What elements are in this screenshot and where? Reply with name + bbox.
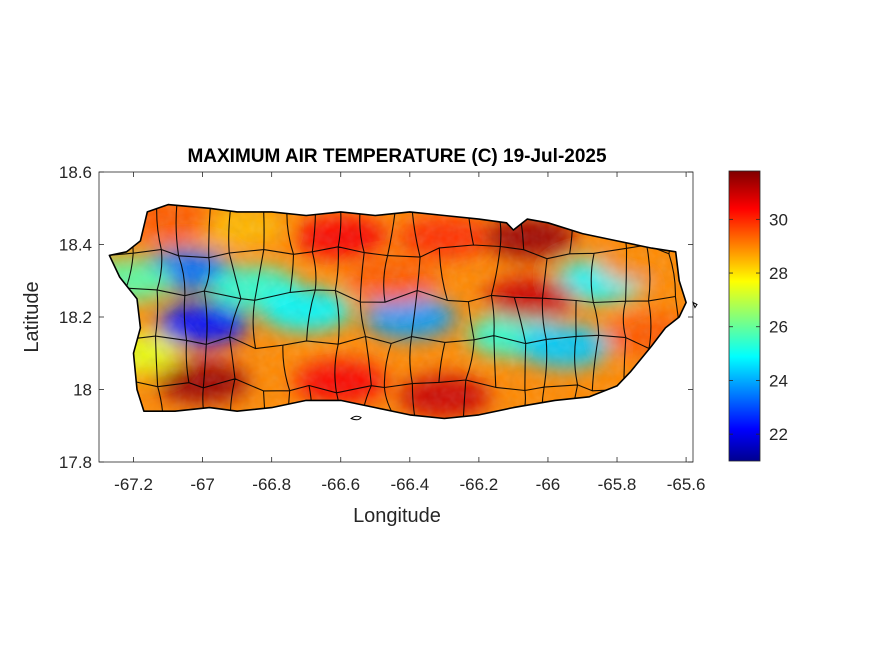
- x-tick-label: -66: [536, 475, 561, 494]
- colorbar-ticks: 22 24 26 28 30: [729, 210, 788, 444]
- colorbar: [728, 170, 761, 462]
- x-tick-label: -67: [190, 475, 215, 494]
- colorbar-tick-label: 22: [769, 425, 788, 444]
- y-tick-label: 18.4: [59, 236, 92, 255]
- x-tick-label: -66.2: [460, 475, 499, 494]
- y-tick-label: 18.6: [59, 163, 92, 182]
- x-tick-label: -66.6: [321, 475, 360, 494]
- colorbar-tick-label: 30: [769, 210, 788, 229]
- temperature-texture: [109, 204, 687, 419]
- x-tick-label: -65.6: [667, 475, 706, 494]
- island-outline: [108, 203, 698, 421]
- y-axis-label: Latitude: [21, 281, 43, 352]
- y-tick-label: 17.8: [59, 453, 92, 472]
- x-tick-label: -66.4: [390, 475, 429, 494]
- x-axis-label: Longitude: [353, 505, 441, 527]
- colorbar-tick-label: 26: [769, 318, 788, 337]
- y-tick-label: 18.2: [59, 308, 92, 327]
- y-tick-label: 18: [73, 381, 92, 400]
- x-tick-label: -65.8: [598, 475, 637, 494]
- y-axis-ticks: 17.8 18 18.2 18.4 18.6: [59, 163, 693, 472]
- x-axis-ticks: -67.2 -67 -66.8 -66.6 -66.4 -66.2 -66 -65.8 -65.…: [114, 172, 705, 494]
- x-tick-label: -66.8: [252, 475, 291, 494]
- colorbar-tick-label: 28: [769, 264, 788, 283]
- x-tick-label: -67.2: [114, 475, 153, 494]
- chart-title: MAXIMUM AIR TEMPERATURE (C) 19-Jul-2025: [187, 146, 607, 167]
- colorbar-tick-label: 24: [769, 371, 788, 390]
